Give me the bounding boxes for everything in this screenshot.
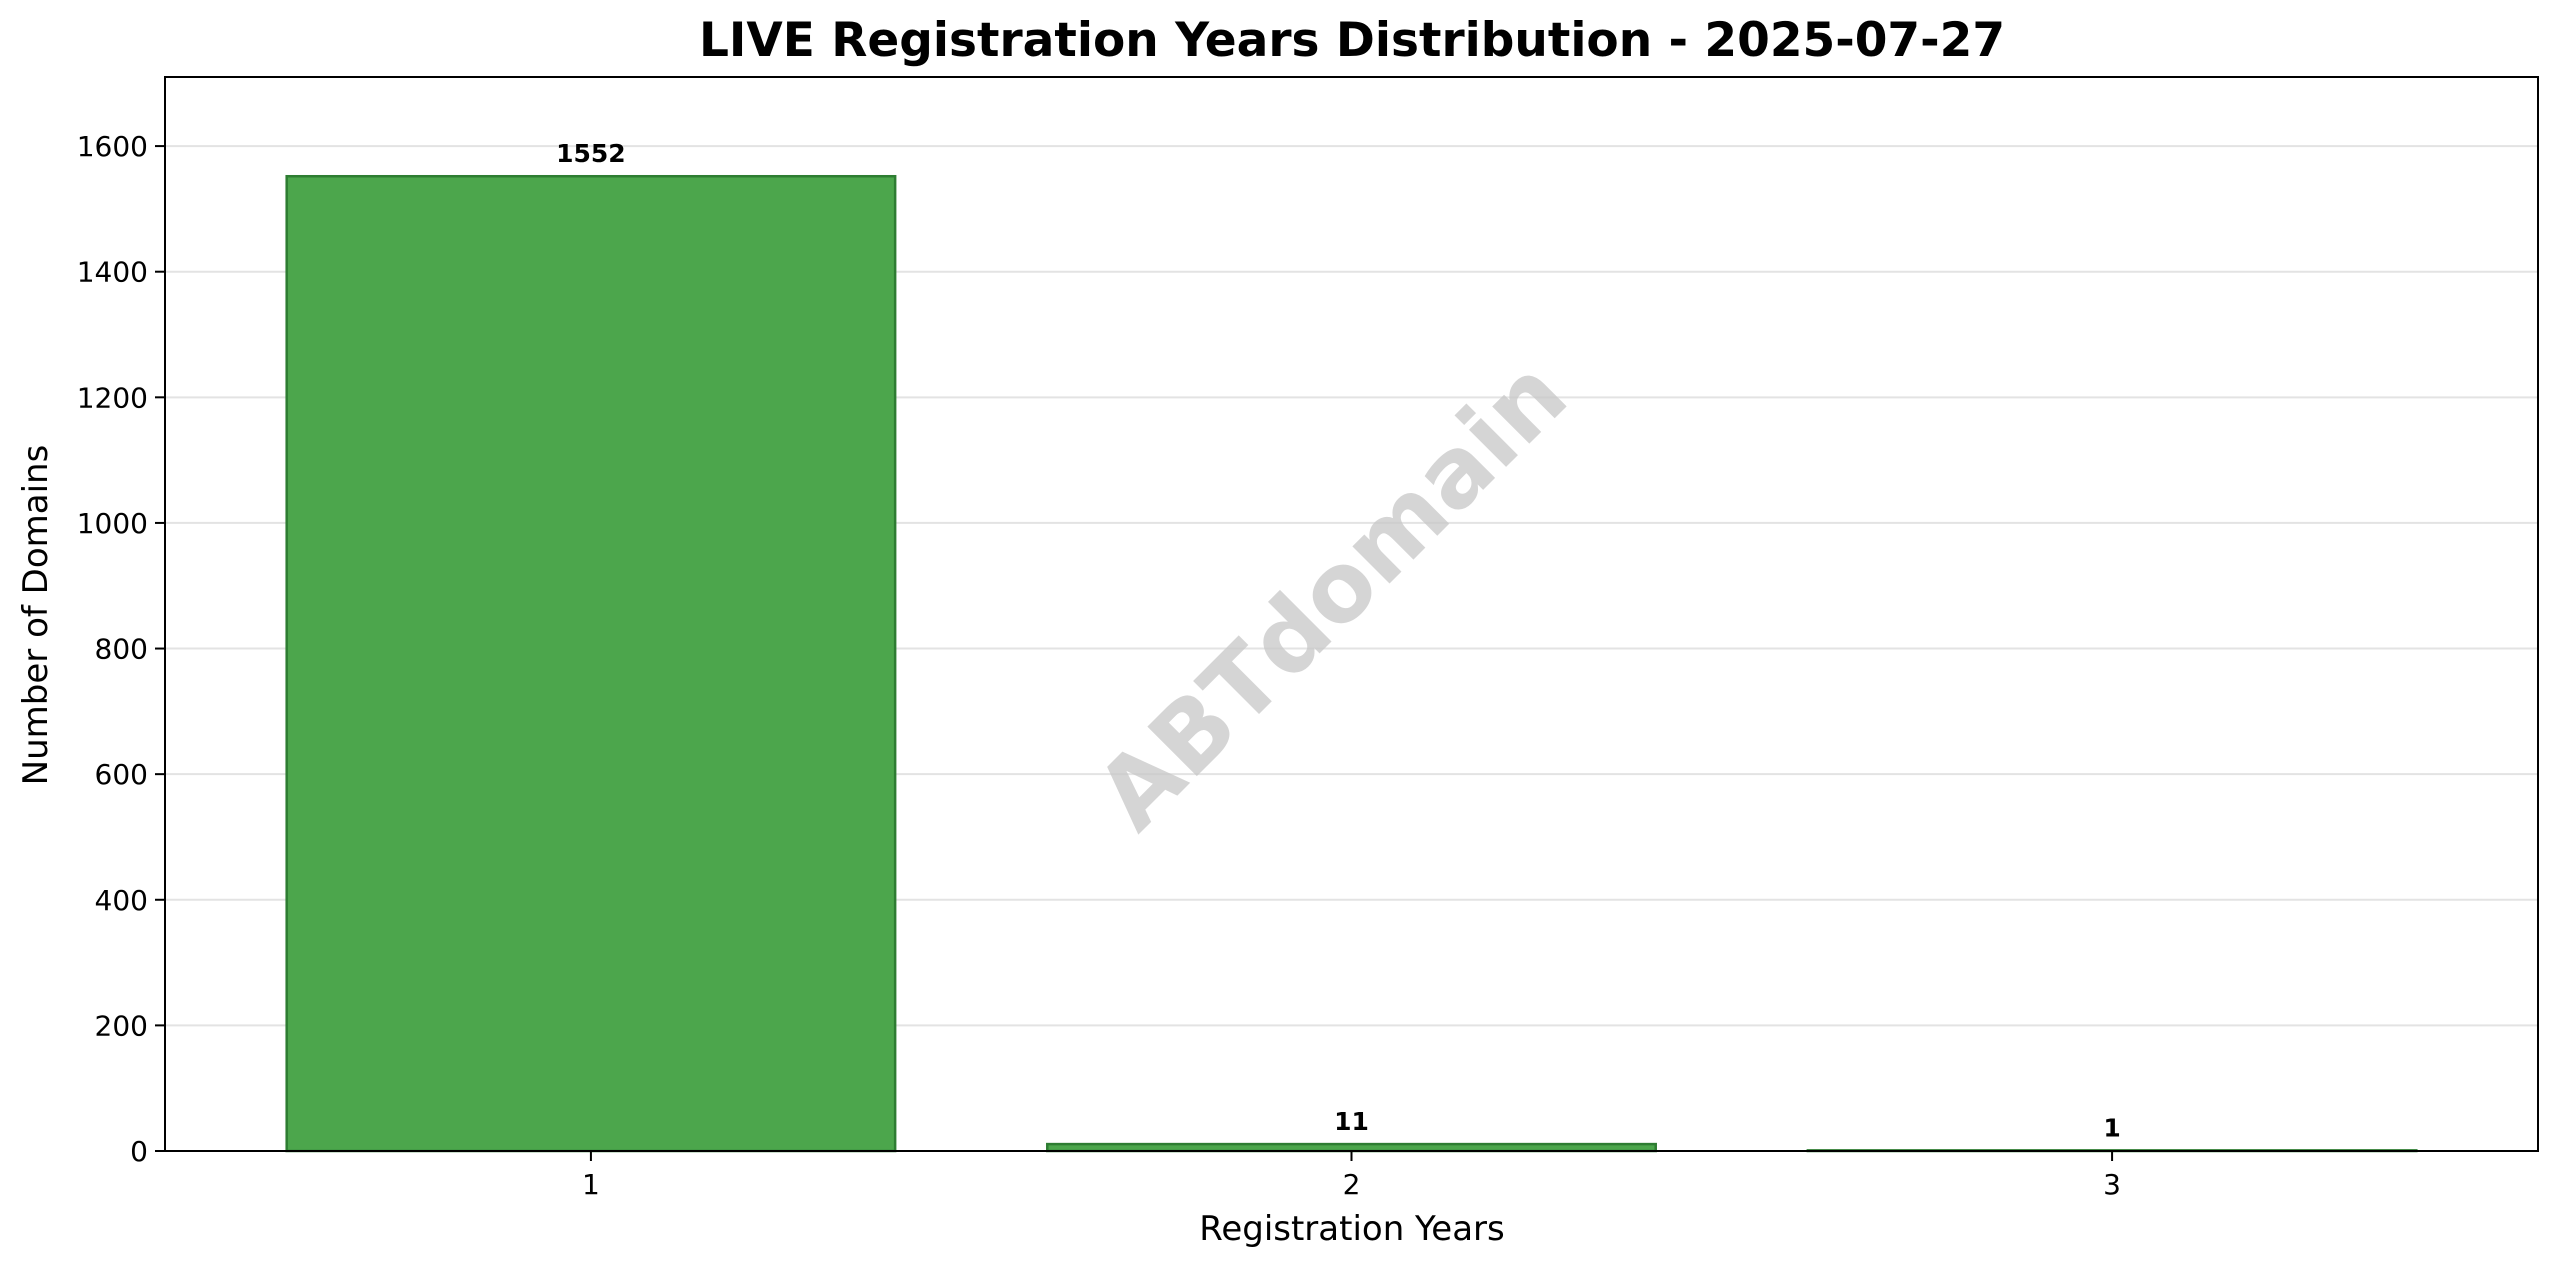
data-label-2: 11 <box>1334 1107 1369 1136</box>
x-tick-label: 3 <box>2103 1168 2121 1201</box>
y-tick-label: 800 <box>95 633 148 666</box>
bar-2 <box>1046 1142 1657 1153</box>
data-label-3: 1 <box>2103 1113 2120 1142</box>
y-tick-label: 200 <box>95 1009 148 1042</box>
x-axis-label: Registration Years <box>1199 1209 1505 1249</box>
data-label-1: 1552 <box>556 139 626 168</box>
y-tick-label: 1400 <box>77 256 148 289</box>
y-axis-label: Number of Domains <box>16 445 56 786</box>
bars <box>285 174 2418 1153</box>
y-tick-label: 1600 <box>77 130 148 163</box>
x-tick-label: 1 <box>582 1168 600 1201</box>
chart-title: LIVE Registration Years Distribution - 2… <box>699 13 2005 68</box>
y-tick-label: 1200 <box>77 381 148 414</box>
x-tick-label: 2 <box>1343 1168 1361 1201</box>
bar-1 <box>285 174 897 1153</box>
y-tick-label: 0 <box>130 1135 148 1168</box>
x-axis-ticks: 1 2 3 <box>582 1151 2121 1201</box>
y-tick-label: 600 <box>95 758 148 791</box>
y-tick-label: 1000 <box>77 507 148 540</box>
y-tick-label: 400 <box>95 884 148 917</box>
y-axis-ticks: 0 200 400 600 800 1000 1200 1400 1600 <box>77 130 165 1168</box>
